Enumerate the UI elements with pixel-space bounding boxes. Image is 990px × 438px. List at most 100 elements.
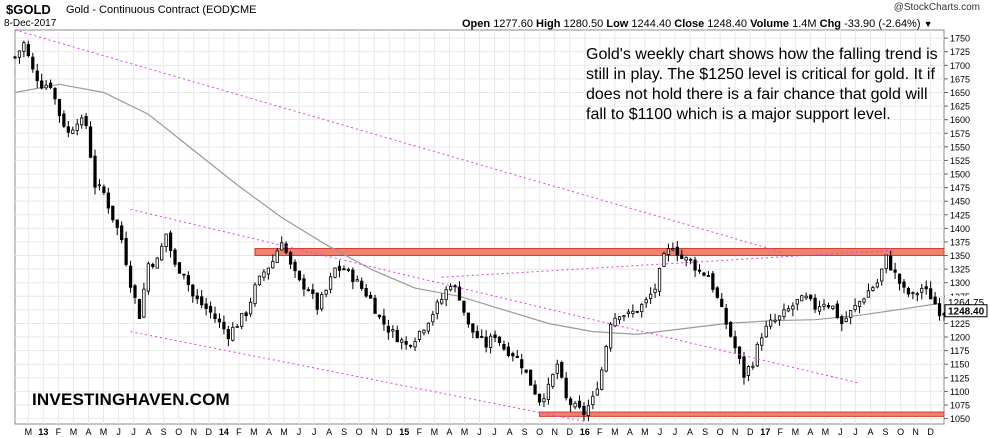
candle-body bbox=[613, 317, 617, 327]
x-tick-label: 14 bbox=[219, 427, 229, 437]
y-tick-label: 1650 bbox=[950, 88, 970, 98]
candle-body bbox=[502, 344, 506, 350]
x-tick-label: O bbox=[897, 427, 904, 437]
y-tick-label: 1350 bbox=[950, 251, 970, 261]
candle-body bbox=[231, 326, 235, 341]
candle-body bbox=[422, 329, 426, 334]
candle-body bbox=[622, 315, 626, 318]
candle-body bbox=[862, 298, 866, 303]
candle-body bbox=[871, 287, 875, 291]
candle-body bbox=[880, 268, 884, 282]
y-tick-label: 1050 bbox=[950, 414, 970, 424]
x-tick-label: A bbox=[266, 427, 272, 437]
candle-body bbox=[809, 294, 813, 300]
candle-body bbox=[506, 346, 511, 356]
candle-body bbox=[804, 295, 808, 299]
candle-body bbox=[346, 268, 350, 271]
change-label: Chg bbox=[819, 18, 842, 30]
candle-body bbox=[328, 276, 333, 290]
candle-body bbox=[582, 405, 586, 416]
candle-body bbox=[48, 82, 53, 88]
x-tick-label: A bbox=[507, 427, 513, 437]
y-tick-label: 1475 bbox=[950, 183, 970, 193]
volume-label: Volume bbox=[750, 18, 790, 30]
y-tick-label: 1550 bbox=[950, 142, 970, 152]
candle-body bbox=[875, 282, 879, 288]
candle-body bbox=[835, 303, 839, 318]
x-tick-label: M bbox=[611, 427, 619, 437]
candle-body bbox=[444, 289, 448, 301]
candle-body bbox=[777, 315, 782, 321]
candle-body bbox=[457, 286, 462, 301]
candle-body bbox=[40, 80, 44, 89]
candle-body bbox=[453, 285, 457, 288]
candle-body bbox=[120, 225, 124, 241]
candle-body bbox=[128, 265, 133, 288]
x-tick-label: A bbox=[807, 427, 813, 437]
y-tick-label: 1450 bbox=[950, 197, 970, 207]
candle-body bbox=[786, 308, 791, 312]
candle-body bbox=[511, 353, 515, 357]
candle-body bbox=[604, 346, 608, 372]
candle-body bbox=[715, 287, 719, 298]
candle-body bbox=[929, 288, 933, 300]
candle-body bbox=[729, 322, 733, 337]
candle-body bbox=[528, 369, 533, 386]
resistance-zone bbox=[254, 247, 945, 257]
candle-body bbox=[551, 374, 555, 387]
x-tick-label: A bbox=[687, 427, 693, 437]
candle-body bbox=[53, 87, 57, 100]
x-tick-label: D bbox=[386, 427, 393, 437]
y-tick-label: 1100 bbox=[950, 387, 969, 397]
candle-body bbox=[222, 321, 226, 330]
x-tick-label: S bbox=[522, 427, 528, 437]
candle-body bbox=[217, 318, 222, 323]
candle-body bbox=[200, 296, 204, 306]
candle-body bbox=[146, 263, 150, 292]
candle-body bbox=[849, 310, 853, 318]
candle-body bbox=[488, 335, 493, 348]
x-tick-label: O bbox=[356, 427, 363, 437]
candle-body bbox=[93, 155, 97, 188]
candle-body bbox=[400, 339, 404, 343]
y-tick-label: 1525 bbox=[950, 156, 970, 166]
candle-body bbox=[271, 260, 275, 269]
candle-body bbox=[106, 192, 110, 209]
candle-body bbox=[302, 278, 306, 290]
candle-body bbox=[720, 298, 724, 308]
candle-body bbox=[395, 329, 399, 343]
x-tick-label: 15 bbox=[399, 427, 409, 437]
candle-body bbox=[831, 305, 835, 309]
candle-body bbox=[493, 334, 497, 338]
candle-body bbox=[480, 336, 484, 338]
open-label: Open bbox=[462, 18, 491, 30]
candle-body bbox=[644, 299, 648, 304]
y-tick-label: 1175 bbox=[950, 346, 969, 356]
candle-body bbox=[746, 366, 751, 376]
y-tick-label: 1425 bbox=[950, 210, 970, 220]
chart-annotation: Gold's weekly chart shows how the fallin… bbox=[586, 46, 938, 123]
candle-body bbox=[533, 384, 537, 395]
x-tick-label: M bbox=[641, 427, 649, 437]
candle-body bbox=[924, 286, 928, 290]
candle-body bbox=[204, 303, 208, 309]
down-triangle-icon[interactable]: ▼ bbox=[923, 19, 933, 29]
candle-body bbox=[337, 265, 342, 271]
candle-body bbox=[448, 286, 453, 291]
description-label: Gold - Continuous Contract (EOD) bbox=[66, 4, 234, 16]
candle-body bbox=[568, 398, 573, 406]
candle-body bbox=[733, 336, 737, 349]
candle-body bbox=[933, 296, 937, 305]
candle-body bbox=[257, 275, 262, 286]
x-tick-label: M bbox=[280, 427, 288, 437]
candle-body bbox=[177, 262, 182, 274]
candle-body bbox=[244, 312, 248, 317]
candle-body bbox=[248, 301, 253, 315]
x-tick-label: A bbox=[446, 427, 452, 437]
candle-body bbox=[417, 330, 422, 340]
candle-body bbox=[355, 279, 359, 282]
x-tick-label: S bbox=[161, 427, 167, 437]
candle-body bbox=[555, 363, 559, 374]
x-tick-label: M bbox=[461, 427, 469, 437]
candle-body bbox=[62, 113, 66, 127]
